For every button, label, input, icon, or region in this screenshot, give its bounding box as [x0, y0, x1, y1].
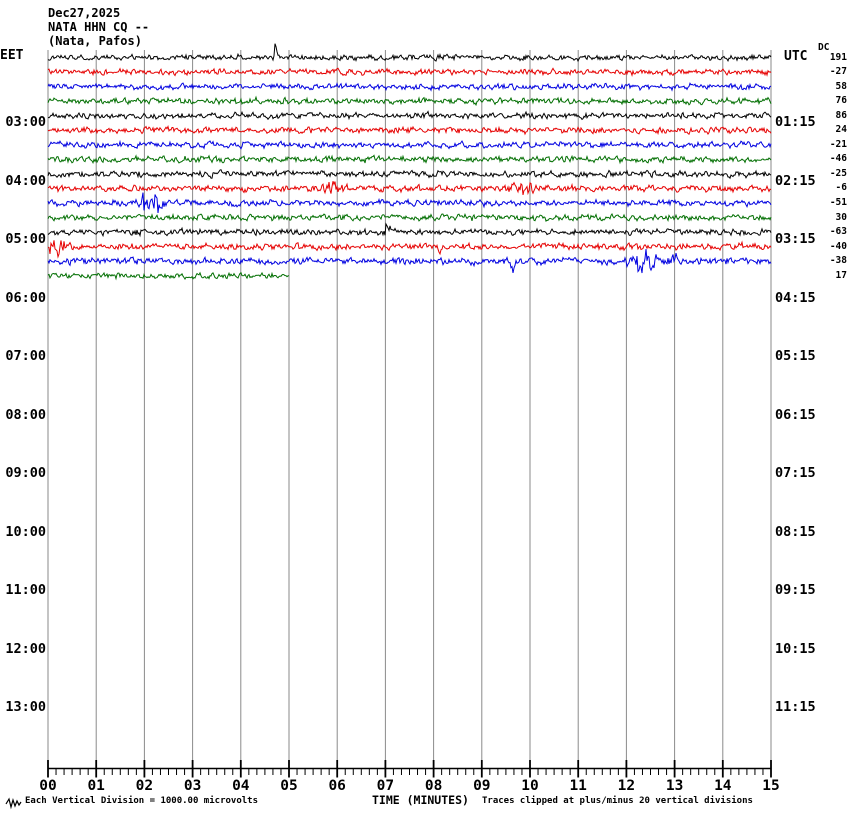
x-tick-label-10: 10: [521, 778, 539, 794]
left-hour-label-1000: 10:00: [5, 523, 46, 540]
left-hour-label-0800: 08:00: [5, 406, 46, 423]
waveform-icon: [5, 797, 22, 810]
dc-offset-value-13: -40: [829, 240, 847, 252]
x-tick-label-04: 04: [232, 778, 250, 794]
left-hour-label-0300: 03:00: [5, 114, 46, 130]
x-tick-label-15: 15: [762, 778, 780, 794]
clip-note: Traces clipped at plus/minus 20 vertical…: [482, 796, 753, 806]
header-date: Dec27,2025: [48, 6, 121, 20]
x-tick-label-09: 09: [473, 778, 491, 794]
right-utc-label-0315: 03:15: [775, 231, 816, 247]
seismo-trace-0200: [47, 43, 772, 63]
left-hour-label-0400: 04:00: [5, 172, 46, 189]
x-tick-label-11: 11: [569, 778, 587, 794]
right-utc-label-0815: 08:15: [775, 523, 816, 540]
header-location: (Nata, Pafos): [48, 34, 142, 48]
dc-offset-value-2: 58: [835, 80, 847, 92]
seismo-trace-0300: [47, 110, 772, 121]
dc-offset-value-1: -27: [829, 66, 847, 78]
right-utc-label-0215: 02:15: [775, 172, 816, 189]
scale-note: Each Vertical Division = 1000.00 microvo…: [25, 796, 258, 806]
right-timezone-label: UTC: [784, 49, 808, 64]
seismo-trace-0315: [47, 124, 772, 136]
left-hour-label-0500: 05:00: [5, 231, 46, 247]
x-tick-label-06: 06: [328, 778, 346, 794]
x-tick-label-07: 07: [376, 778, 395, 794]
seismo-trace-0400: [47, 169, 772, 180]
seismo-trace-0345: [47, 154, 772, 165]
dc-offset-value-14: -38: [829, 255, 847, 267]
x-tick-label-14: 14: [714, 778, 732, 794]
left-timezone-label: EET: [0, 48, 24, 63]
dc-offset-value-4: 86: [835, 109, 847, 121]
right-utc-label-1115: 11:15: [775, 699, 816, 715]
dc-offset-value-15: 17: [835, 269, 847, 281]
left-hour-label-1200: 12:00: [5, 640, 46, 657]
seismo-trace-0415: [47, 181, 772, 196]
left-hour-label-0900: 09:00: [5, 465, 46, 481]
seismo-trace-0245: [47, 95, 772, 107]
left-hour-label-1300: 13:00: [5, 699, 46, 715]
dc-offset-value-5: 24: [835, 124, 847, 136]
x-axis-title: TIME (MINUTES): [372, 793, 469, 807]
right-utc-label-0615: 06:15: [775, 406, 816, 423]
seismo-trace-0330: [47, 139, 772, 150]
x-tick-label-13: 13: [665, 778, 684, 794]
dc-offset-value-6: -21: [829, 138, 847, 150]
right-utc-label-1015: 10:15: [775, 640, 816, 657]
x-tick-label-12: 12: [617, 778, 636, 794]
dc-offset-value-10: -51: [829, 197, 847, 208]
x-tick-label-08: 08: [424, 778, 443, 794]
dc-offset-value-12: -63: [829, 226, 847, 238]
seismo-trace-0515: [47, 240, 772, 259]
right-utc-label-0415: 04:15: [775, 289, 816, 306]
seismo-trace-0500: [47, 222, 772, 238]
x-tick-label-05: 05: [280, 778, 298, 794]
seismo-trace-0215: [47, 67, 772, 77]
seismo-trace-0430: [47, 192, 772, 214]
header-station: NATA HHN CQ --: [48, 20, 150, 34]
dc-offset-value-8: -25: [829, 167, 847, 179]
seismo-trace-0445: [47, 212, 772, 223]
left-hour-label-0700: 07:00: [5, 348, 46, 364]
right-utc-label-0515: 05:15: [775, 348, 816, 364]
left-hour-label-0600: 06:00: [5, 289, 46, 306]
x-tick-label-01: 01: [87, 778, 105, 794]
dc-offset-value-3: 76: [835, 95, 847, 107]
x-tick-label-02: 02: [135, 778, 154, 794]
x-tick-label-03: 03: [183, 778, 202, 794]
x-tick-label-00: 00: [39, 778, 57, 794]
dc-offset-value-7: -46: [829, 153, 847, 165]
right-utc-label-0115: 01:15: [775, 114, 816, 130]
dc-offset-value-9: -6: [835, 182, 847, 194]
seismo-trace-0230: [47, 82, 772, 92]
dc-offset-value-11: 30: [835, 211, 847, 223]
seismo-trace-0530: [47, 248, 772, 274]
seismo-trace-0545: [47, 271, 290, 281]
dc-offset-value-0: 191: [829, 51, 847, 63]
left-hour-label-1100: 11:00: [5, 582, 46, 598]
dc-column-header: DC: [818, 42, 830, 53]
right-utc-label-0715: 07:15: [775, 465, 816, 481]
right-utc-label-0915: 09:15: [775, 582, 816, 598]
